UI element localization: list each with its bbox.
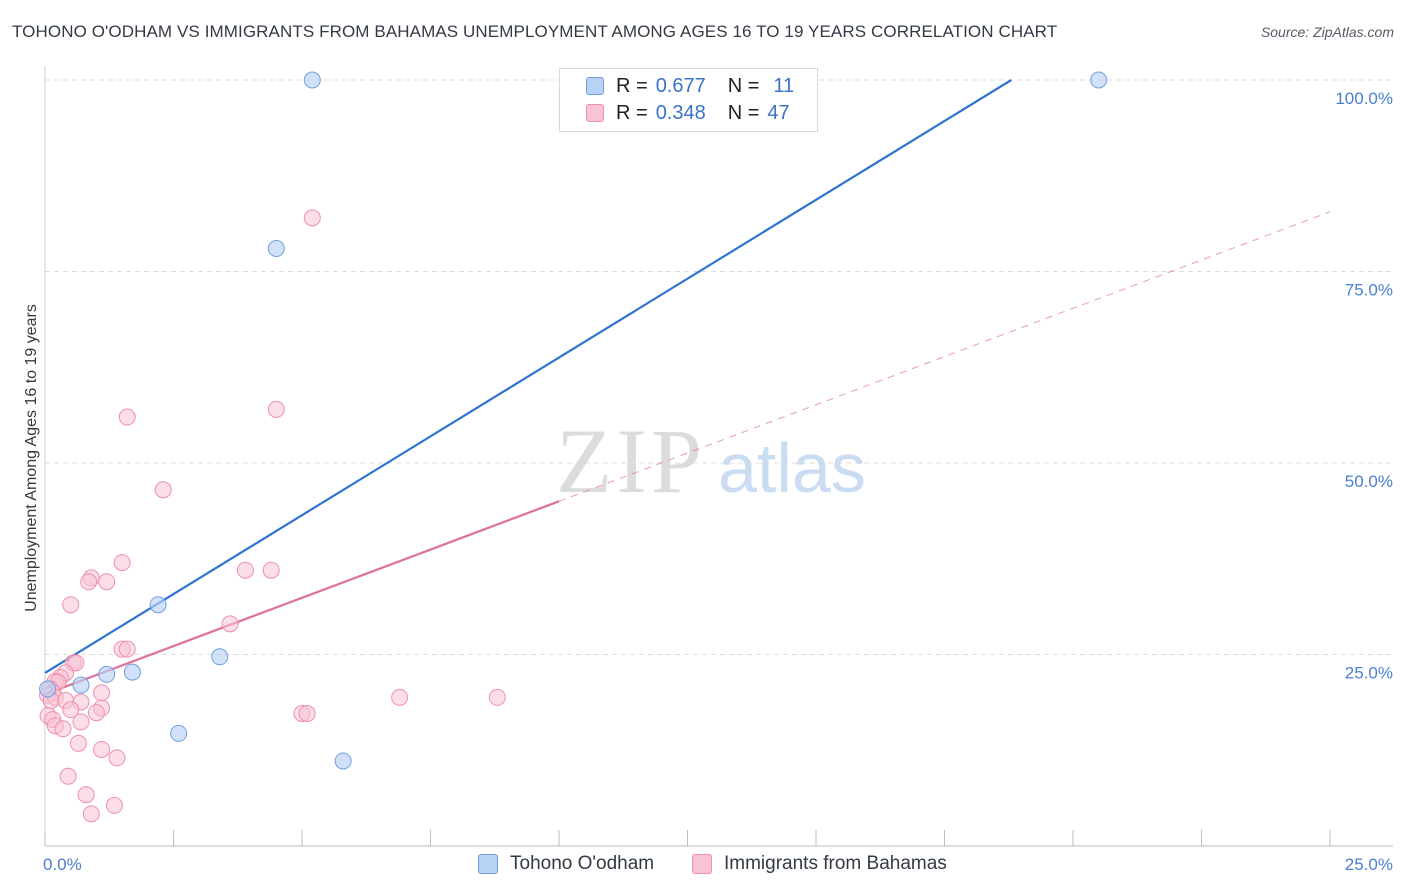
trendline-bahamas-extension (558, 211, 1331, 502)
y-tick-label: 75.0% (1345, 281, 1393, 300)
data-point-bahamas (113, 554, 131, 572)
data-point-tohono (39, 680, 57, 698)
bottom-legend-swatch-blue (478, 854, 498, 874)
data-point-bahamas (72, 713, 90, 731)
data-point-tohono (1090, 71, 1108, 89)
data-point-tohono (211, 648, 229, 666)
watermark-zip: ZIP (556, 410, 706, 512)
legend-n-value: 47 (767, 101, 790, 124)
y-tick-label: 50.0% (1345, 472, 1393, 491)
data-point-bahamas (236, 561, 254, 579)
data-point-bahamas (67, 654, 85, 672)
watermark-atlas: atlas (718, 429, 866, 507)
data-point-bahamas (298, 704, 316, 722)
watermark: ZIP atlas (556, 410, 866, 512)
legend-r-value: 0.677 (655, 74, 706, 97)
data-point-bahamas (488, 688, 506, 706)
legend-n-label: N = (727, 101, 760, 124)
bottom-legend-label: Immigrants from Bahamas (724, 853, 947, 874)
data-point-bahamas (82, 805, 100, 823)
trendline-tohono (44, 79, 1012, 674)
data-point-tohono (267, 240, 285, 258)
data-point-bahamas (69, 734, 87, 752)
y-tick-label: 100.0% (1335, 89, 1393, 108)
data-point-bahamas (93, 684, 111, 702)
bottom-legend-label: Tohono O'odham (510, 853, 655, 874)
y-axis-title: Unemployment Among Ages 16 to 19 years (23, 304, 40, 612)
data-point-bahamas (221, 615, 239, 633)
data-point-bahamas (87, 704, 105, 722)
data-point-bahamas (118, 640, 136, 658)
data-point-tohono (170, 724, 188, 742)
data-point-bahamas (108, 749, 126, 767)
legend-row-bahamas: R = 0.348 N = 47 (586, 101, 790, 125)
data-point-bahamas (98, 573, 116, 591)
data-point-tohono (149, 596, 167, 614)
point-layer (39, 71, 1108, 823)
x-tick-label: 25.0% (1345, 855, 1393, 874)
source-label: Source: ZipAtlas.com (1260, 24, 1394, 40)
data-point-tohono (98, 665, 116, 683)
legend-swatch-pink (586, 104, 604, 122)
chart-title: TOHONO O'ODHAM VS IMMIGRANTS FROM BAHAMA… (12, 22, 1058, 41)
label-layer: 25.0% 50.0% 75.0% 100.0% 0.0% 25.0% Unemployme… (23, 89, 1393, 874)
data-point-bahamas (105, 796, 123, 814)
data-point-bahamas (303, 209, 321, 227)
data-point-tohono (334, 752, 352, 770)
legend-r-label: R = (616, 101, 648, 124)
data-point-tohono (303, 71, 321, 89)
bottom-legend-bahamas: Immigrants from Bahamas (692, 852, 947, 876)
data-point-bahamas (267, 400, 285, 418)
trend-layer (44, 79, 1331, 696)
bottom-legend-swatch-pink (692, 854, 712, 874)
data-point-bahamas (80, 573, 98, 591)
bottom-legend-tohono: Tohono O'odham (478, 852, 654, 876)
data-point-bahamas (262, 561, 280, 579)
x-tick-label: 0.0% (43, 855, 82, 874)
data-point-bahamas (59, 767, 77, 785)
legend-r-value: 0.348 (655, 101, 706, 124)
data-point-bahamas (391, 688, 409, 706)
stats-legend: R = 0.677 N = 11 R = 0.348 N = 47 (559, 68, 818, 132)
legend-n-value: 11 (773, 74, 795, 97)
data-point-bahamas (118, 408, 136, 426)
data-point-bahamas (62, 596, 80, 614)
data-point-bahamas (54, 720, 72, 738)
trendline-bahamas (44, 500, 560, 696)
legend-n-label: N = (727, 74, 760, 97)
data-point-bahamas (77, 786, 95, 804)
legend-swatch-blue (586, 77, 604, 95)
y-tick-label: 25.0% (1345, 664, 1393, 683)
data-point-bahamas (154, 481, 172, 499)
legend-r-label: R = (616, 74, 648, 97)
data-point-bahamas (62, 701, 80, 719)
legend-row-tohono: R = 0.677 N = 11 (586, 74, 794, 98)
data-point-tohono (72, 676, 90, 694)
data-point-bahamas (93, 740, 111, 758)
data-point-tohono (123, 663, 141, 681)
